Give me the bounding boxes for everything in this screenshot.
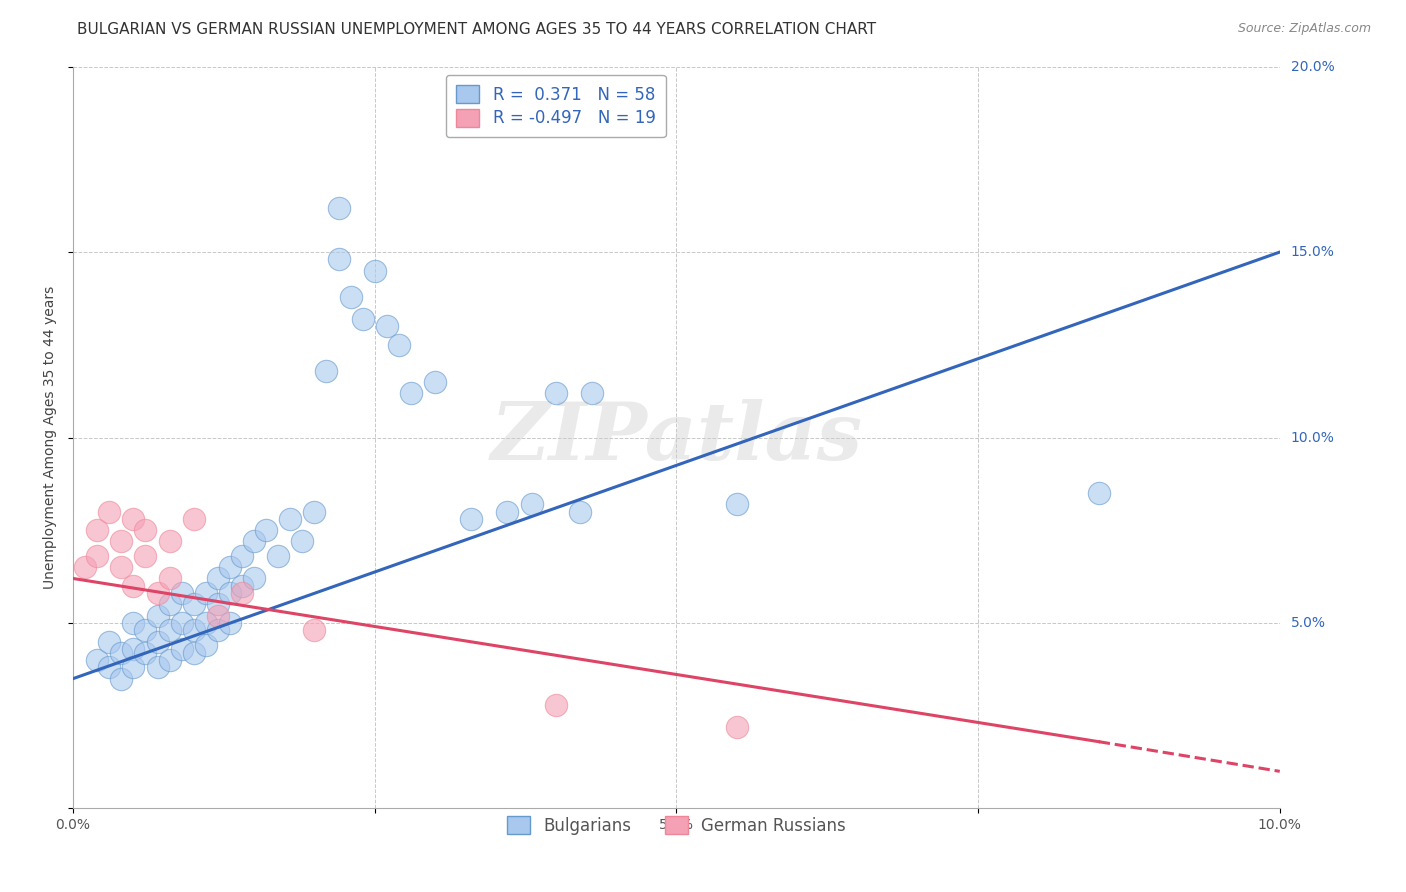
Point [388,338,411,352]
Text: 20.0%: 20.0% [1291,60,1334,74]
Point [98,660,121,674]
Y-axis label: Unemployment Among Ages 35 to 44 years: Unemployment Among Ages 35 to 44 years [44,286,58,589]
Point [110,646,132,660]
Point [304,624,326,638]
Point [243,534,266,549]
Point [207,572,229,586]
Point [207,608,229,623]
Point [219,615,242,630]
Point [194,586,217,600]
Point [170,586,193,600]
Point [328,252,350,267]
Point [243,572,266,586]
Point [183,598,205,612]
Point [194,615,217,630]
Point [364,263,387,277]
Point [159,534,181,549]
Point [134,549,156,564]
Legend: Bulgarians, German Russians: Bulgarians, German Russians [496,806,856,845]
Point [219,586,242,600]
Text: Source: ZipAtlas.com: Source: ZipAtlas.com [1237,22,1371,36]
Point [170,642,193,657]
Point [254,523,277,537]
Point [231,579,253,593]
Point [328,201,350,215]
Text: ZIPatlas: ZIPatlas [491,399,862,476]
Point [159,653,181,667]
Point [375,319,398,334]
Point [304,505,326,519]
Point [231,549,253,564]
Point [291,534,314,549]
Point [159,572,181,586]
Point [98,505,121,519]
Point [399,386,422,401]
Point [170,615,193,630]
Point [110,534,132,549]
Point [219,560,242,574]
Point [146,608,169,623]
Point [568,505,591,519]
Point [183,624,205,638]
Point [86,653,108,667]
Point [460,512,482,526]
Point [122,615,145,630]
Point [496,505,519,519]
Point [110,560,132,574]
Point [315,364,337,378]
Point [581,386,603,401]
Point [267,549,290,564]
Point [352,311,374,326]
Point [159,598,181,612]
Point [86,523,108,537]
Point [725,720,748,734]
Point [75,560,97,574]
Point [122,660,145,674]
Point [1087,486,1109,500]
Point [146,586,169,600]
Point [110,672,132,686]
Point [231,586,253,600]
Text: 10.0%: 10.0% [1291,431,1334,444]
Text: 5.0%: 5.0% [1291,616,1326,630]
Text: 15.0%: 15.0% [1291,245,1334,259]
Point [423,375,446,389]
Point [725,497,748,511]
Point [122,642,145,657]
Point [544,386,567,401]
Point [122,579,145,593]
Point [134,523,156,537]
Point [520,497,543,511]
Point [194,638,217,652]
Point [86,549,108,564]
Point [183,646,205,660]
Point [122,512,145,526]
Point [134,624,156,638]
Point [207,624,229,638]
Point [98,634,121,648]
Point [134,646,156,660]
Point [339,289,361,303]
Point [146,660,169,674]
Point [278,512,301,526]
Text: BULGARIAN VS GERMAN RUSSIAN UNEMPLOYMENT AMONG AGES 35 TO 44 YEARS CORRELATION C: BULGARIAN VS GERMAN RUSSIAN UNEMPLOYMENT… [77,22,876,37]
Point [146,634,169,648]
Point [183,512,205,526]
Point [544,698,567,712]
Point [159,624,181,638]
Point [207,598,229,612]
